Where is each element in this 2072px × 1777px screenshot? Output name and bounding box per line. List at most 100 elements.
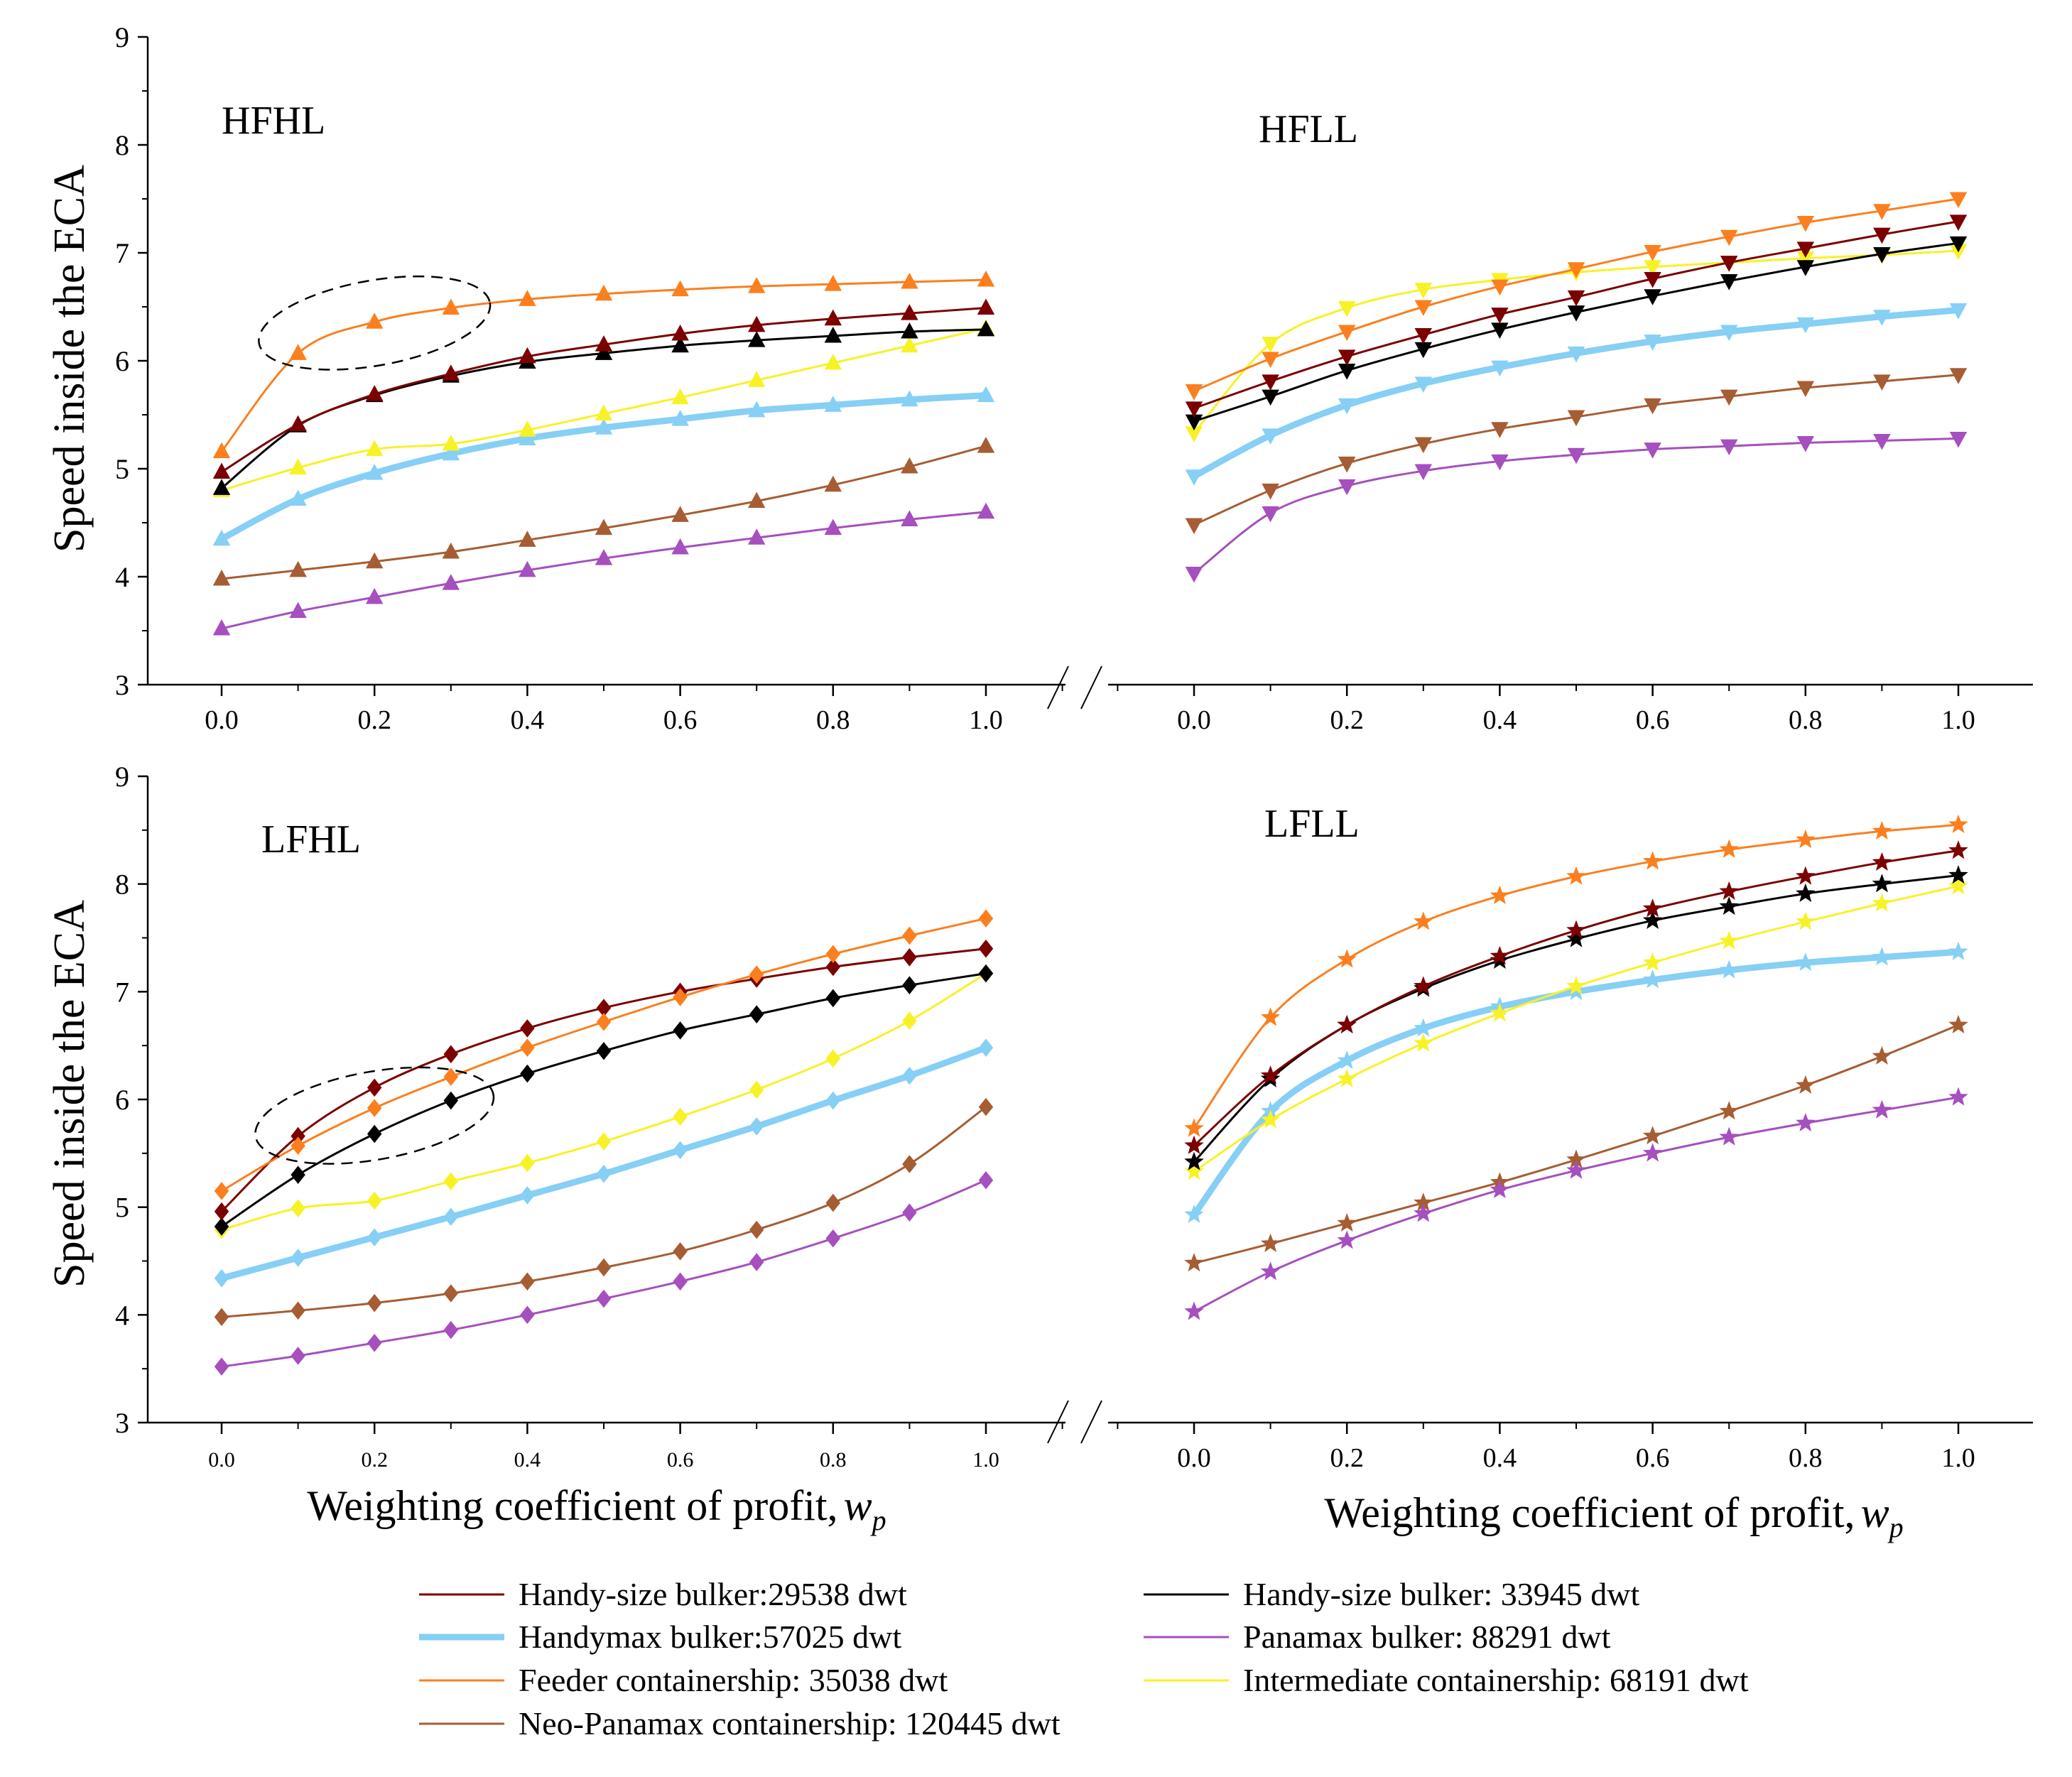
legend-label: Handy-size bulker: 33945 dwt <box>1243 1576 1639 1612</box>
data-point <box>519 290 536 306</box>
data-point <box>443 1284 459 1303</box>
data-point <box>365 552 384 569</box>
data-point <box>596 1041 612 1060</box>
data-point <box>1262 428 1279 445</box>
data-point <box>902 976 917 995</box>
data-point <box>291 1165 305 1184</box>
data-point <box>443 1045 459 1064</box>
axis-break-top <box>1047 665 1102 710</box>
data-point <box>214 1308 229 1327</box>
data-point <box>442 444 460 461</box>
data-point <box>1337 1230 1357 1249</box>
data-point <box>824 309 842 326</box>
data-point <box>902 1155 917 1173</box>
data-point <box>367 1191 382 1210</box>
series-s5 <box>1185 192 1968 401</box>
data-point <box>747 277 766 293</box>
data-point <box>1567 447 1585 464</box>
data-point <box>1337 1014 1357 1034</box>
x-tick-label: 0.6 <box>1636 1443 1670 1473</box>
x-tick-label: 0.4 <box>511 705 545 735</box>
series-s3 <box>1185 303 1968 486</box>
data-point <box>977 437 995 453</box>
data-point <box>1719 1126 1739 1146</box>
data-point <box>978 1038 994 1058</box>
data-point <box>443 1067 459 1086</box>
data-point <box>824 275 842 291</box>
data-point <box>1642 969 1663 989</box>
data-point <box>978 939 994 958</box>
data-point <box>671 410 689 426</box>
data-point <box>595 344 613 360</box>
x-tick-label: 0.8 <box>1789 705 1823 735</box>
data-point <box>1873 247 1891 263</box>
data-point <box>1796 1112 1816 1132</box>
data-point <box>1719 839 1739 858</box>
data-point <box>1949 214 1968 231</box>
y-tick-label: 3 <box>115 669 129 701</box>
series-s1 <box>212 298 995 479</box>
data-point <box>671 280 689 297</box>
legend: Handy-size bulker:29538 dwt Handy-size b… <box>419 1576 1749 1741</box>
data-point <box>978 1170 994 1190</box>
data-point <box>442 298 460 315</box>
data-point <box>1949 192 1968 209</box>
data-point <box>519 560 536 577</box>
data-point <box>1796 866 1816 885</box>
data-point <box>825 1049 841 1068</box>
data-point <box>825 957 841 977</box>
data-point <box>1644 335 1661 351</box>
data-point <box>824 396 842 412</box>
data-point <box>1719 960 1739 979</box>
data-point <box>365 313 384 329</box>
axis-break-bottom <box>1047 1400 1102 1444</box>
data-point <box>1796 830 1816 849</box>
data-point <box>1873 374 1891 391</box>
legend-label: Panamax bulker: 88291 dwt <box>1243 1619 1611 1655</box>
data-point <box>1644 244 1661 261</box>
legend-item-neo-panamax-120445: Neo-Panamax containership: 120445 dwt <box>419 1705 1061 1741</box>
data-point <box>824 353 842 370</box>
data-point <box>1414 464 1433 481</box>
x-tick-label: 0.8 <box>816 705 850 735</box>
highlight-ellipse <box>254 1066 495 1165</box>
x-tick-label: 0.0 <box>208 1448 235 1472</box>
data-point <box>367 1124 382 1143</box>
data-point <box>365 440 384 457</box>
data-point <box>1414 1033 1433 1052</box>
data-point <box>367 1228 382 1246</box>
data-point <box>365 587 384 604</box>
data-point <box>901 390 918 407</box>
data-point <box>1260 1233 1281 1252</box>
y-axis-label-top: Speed inside the ECA <box>45 165 94 553</box>
data-point <box>1873 204 1891 220</box>
data-point <box>1184 1118 1204 1137</box>
data-point <box>1873 433 1891 450</box>
data-point <box>902 926 917 945</box>
data-point <box>1796 381 1815 398</box>
data-point <box>1184 1161 1204 1180</box>
x-tick-label: 0.2 <box>357 705 391 735</box>
data-point <box>1948 1087 1968 1106</box>
data-point <box>1949 303 1968 320</box>
data-point <box>1184 1151 1204 1170</box>
series-line <box>1193 1096 1959 1313</box>
data-point <box>1185 469 1203 486</box>
data-point <box>1872 820 1892 840</box>
data-point <box>289 560 307 577</box>
data-point <box>291 1347 305 1365</box>
data-point <box>1566 1160 1586 1179</box>
data-point <box>443 1320 459 1339</box>
data-point <box>519 420 536 437</box>
data-point <box>1414 300 1433 317</box>
data-point <box>1337 1050 1357 1070</box>
data-point <box>749 1005 764 1023</box>
data-point <box>1414 283 1433 299</box>
series-s3 <box>212 386 995 546</box>
x-tick-label: 0.6 <box>663 705 698 735</box>
data-point <box>671 324 689 341</box>
data-point <box>1567 262 1585 278</box>
data-point <box>1948 814 1968 833</box>
data-point <box>977 270 995 287</box>
